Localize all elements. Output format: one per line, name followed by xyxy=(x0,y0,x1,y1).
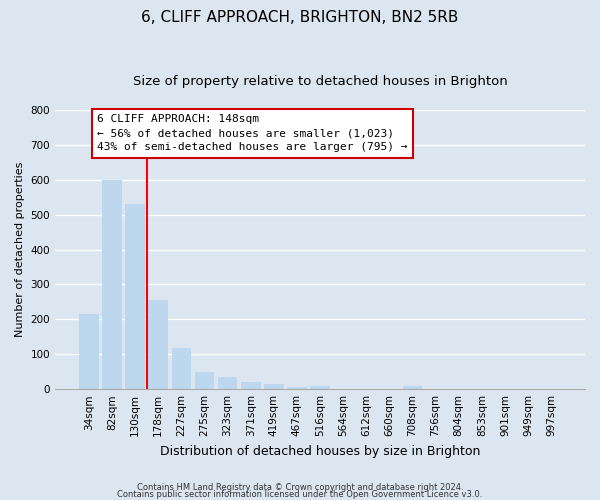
Bar xyxy=(125,204,145,389)
Bar xyxy=(102,180,122,389)
Bar xyxy=(148,300,168,389)
Bar xyxy=(194,372,214,389)
Text: Contains public sector information licensed under the Open Government Licence v3: Contains public sector information licen… xyxy=(118,490,482,499)
Bar xyxy=(287,388,307,389)
Bar xyxy=(218,377,238,389)
Bar xyxy=(79,314,99,389)
Bar xyxy=(241,382,260,389)
Y-axis label: Number of detached properties: Number of detached properties xyxy=(15,162,25,338)
X-axis label: Distribution of detached houses by size in Brighton: Distribution of detached houses by size … xyxy=(160,444,480,458)
Text: Contains HM Land Registry data © Crown copyright and database right 2024.: Contains HM Land Registry data © Crown c… xyxy=(137,484,463,492)
Bar xyxy=(403,386,422,389)
Title: Size of property relative to detached houses in Brighton: Size of property relative to detached ho… xyxy=(133,75,508,88)
Bar xyxy=(172,348,191,389)
Text: 6, CLIFF APPROACH, BRIGHTON, BN2 5RB: 6, CLIFF APPROACH, BRIGHTON, BN2 5RB xyxy=(142,10,458,25)
Bar xyxy=(310,386,330,389)
Text: 6 CLIFF APPROACH: 148sqm
← 56% of detached houses are smaller (1,023)
43% of sem: 6 CLIFF APPROACH: 148sqm ← 56% of detach… xyxy=(97,114,408,152)
Bar xyxy=(264,384,284,389)
